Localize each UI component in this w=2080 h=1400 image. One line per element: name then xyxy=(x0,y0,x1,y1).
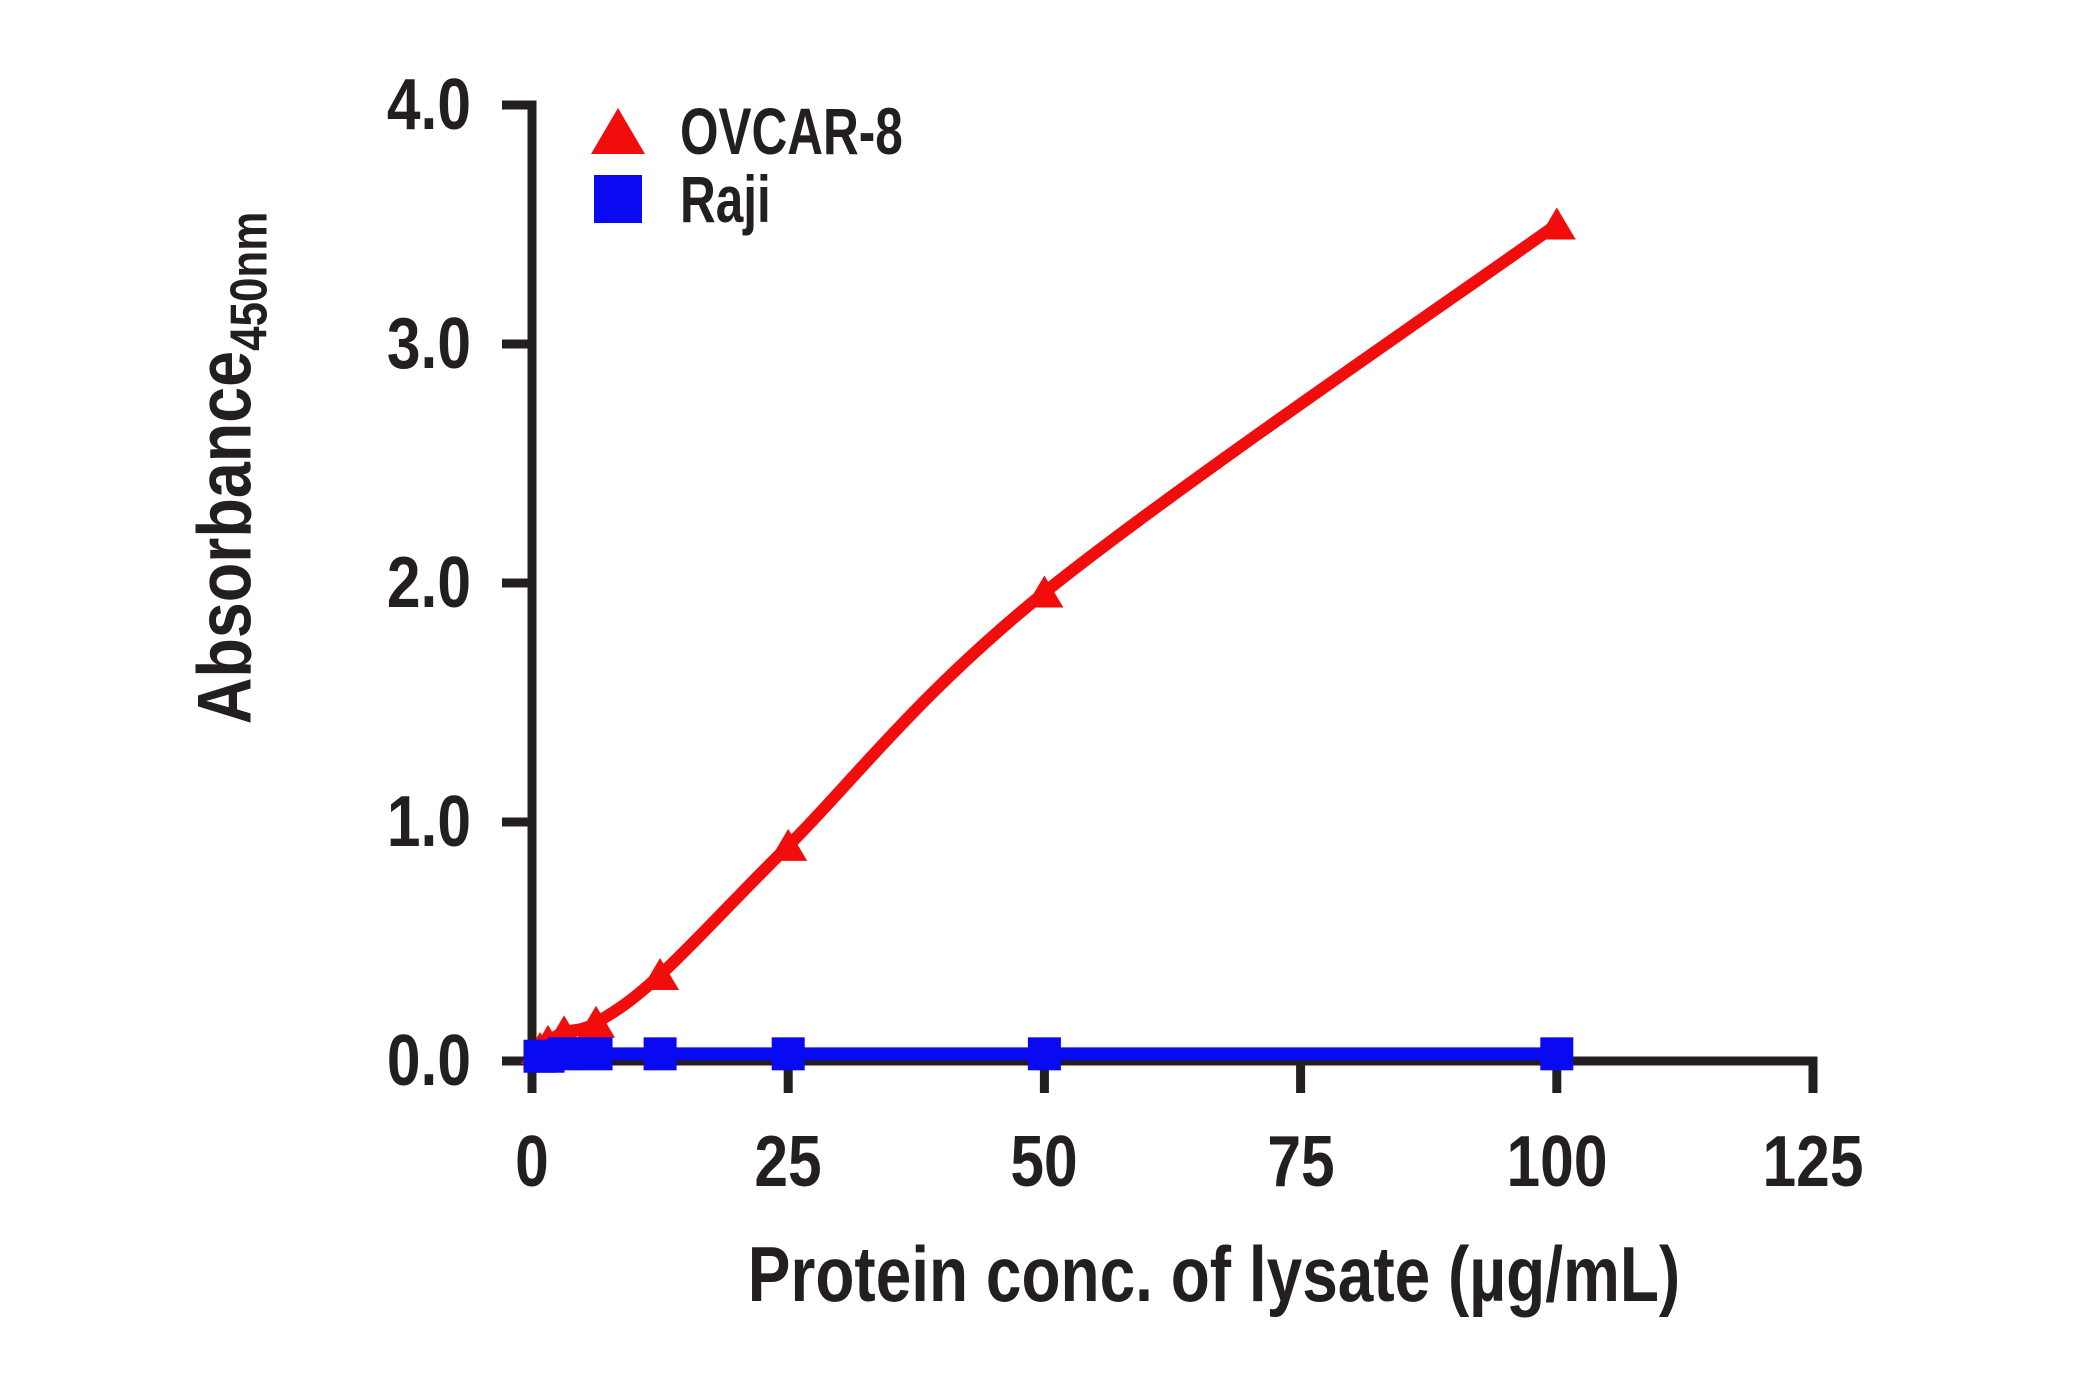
square-data-marker xyxy=(771,1037,805,1071)
triangle-data-marker xyxy=(1537,207,1576,240)
y-tick-label: 2.0 xyxy=(386,543,471,623)
x-tick-label: 100 xyxy=(1506,1122,1608,1202)
x-tick-label: 25 xyxy=(754,1122,822,1202)
y-axis-title-subscript: 450nm xyxy=(219,211,278,351)
triangle-data-marker xyxy=(577,1005,616,1038)
square-marker-icon xyxy=(594,175,642,223)
x-tick-label: 0 xyxy=(515,1122,549,1202)
triangle-data-marker xyxy=(769,828,808,861)
legend-item-raji: Raji xyxy=(590,165,977,233)
y-axis-title: Absorbance450nm xyxy=(182,211,287,725)
legend-label-ovcar8: OVCAR-8 xyxy=(680,94,903,168)
square-data-marker xyxy=(643,1037,677,1071)
triangle-data-marker xyxy=(641,957,680,990)
square-data-marker xyxy=(1540,1037,1574,1071)
y-axis-title-text: Absorbance xyxy=(182,350,268,725)
x-tick-label: 125 xyxy=(1762,1122,1864,1202)
y-tick-label: 0.0 xyxy=(386,1021,471,1101)
legend-marker-cell xyxy=(590,108,646,154)
legend: OVCAR-8 Raji xyxy=(590,97,977,233)
square-data-marker xyxy=(547,1037,581,1071)
x-axis-title: Protein conc. of lysate (µg/mL) xyxy=(747,1230,1681,1318)
x-tick-label: 75 xyxy=(1266,1122,1335,1202)
y-tick-label: 3.0 xyxy=(386,304,471,384)
square-data-marker xyxy=(1027,1037,1061,1071)
triangle-data-marker xyxy=(1025,575,1064,608)
legend-item-ovcar8: OVCAR-8 xyxy=(590,97,977,165)
y-tick-label: 1.0 xyxy=(386,782,471,862)
triangle-marker-icon xyxy=(591,108,645,154)
square-data-marker xyxy=(579,1037,613,1071)
legend-label-raji: Raji xyxy=(680,162,771,236)
x-tick-label: 50 xyxy=(1010,1122,1079,1202)
legend-marker-cell xyxy=(590,175,646,223)
y-tick-label: 4.0 xyxy=(386,65,471,145)
ovcar-8-line xyxy=(533,218,1563,1056)
